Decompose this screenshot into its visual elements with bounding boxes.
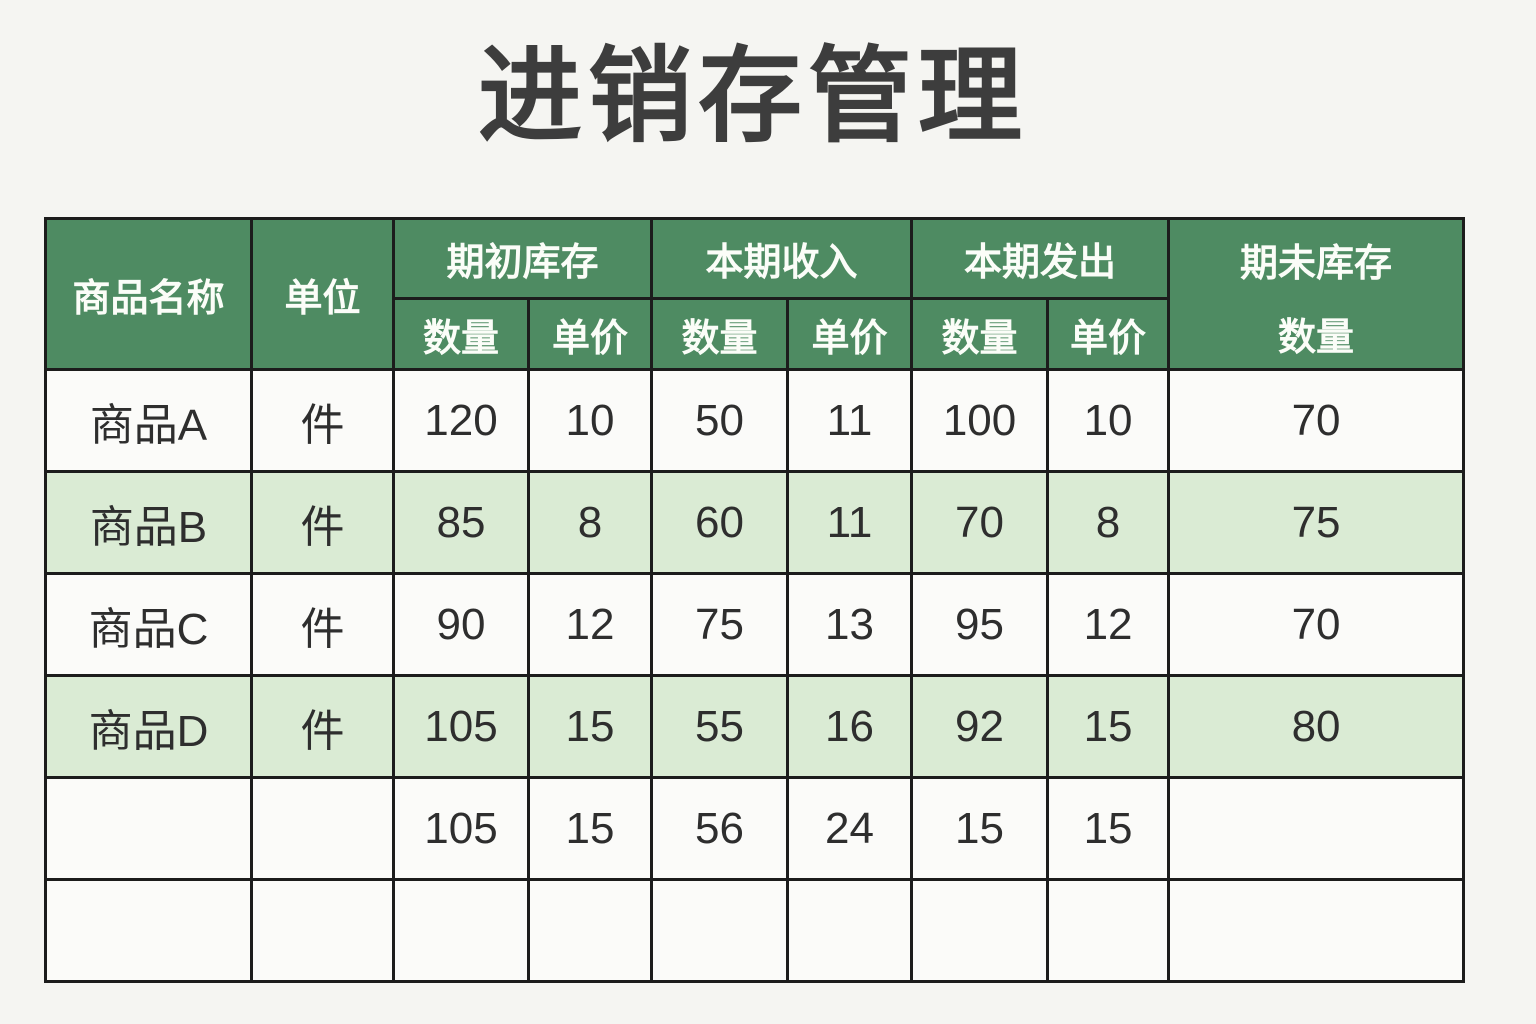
table-row: 105 15 56 24 15 15 — [44, 776, 1466, 881]
table-cell: 12 — [1046, 572, 1171, 677]
table-cell: 15 — [526, 776, 654, 881]
table-cell: 商品A — [44, 368, 253, 473]
table-cell: 商品C — [44, 572, 253, 677]
table-cell — [1046, 878, 1171, 983]
table-cell: 105 — [392, 674, 530, 779]
table-cell: 50 — [650, 368, 790, 473]
header-group-row: 商品名称 单位 期初库存 本期收入 本期发出 期未库存 数量 — [44, 216, 1466, 371]
table-cell: 商品D — [44, 674, 253, 779]
table-cell: 55 — [650, 674, 790, 779]
table-row: 商品B 件 85 8 60 11 70 8 75 — [44, 470, 1466, 575]
header-period-income: 本期收入 — [650, 216, 914, 301]
table-cell: 90 — [392, 572, 530, 677]
table-cell — [250, 878, 395, 983]
table-cell: 15 — [1046, 776, 1171, 881]
header-product-name: 商品名称 — [44, 217, 253, 371]
table-cell: 105 — [392, 776, 530, 881]
table-cell: 件 — [250, 368, 395, 473]
header-income-price: 单价 — [786, 297, 914, 371]
header-beginning-qty: 数量 — [392, 297, 530, 371]
header-beginning-price: 单价 — [526, 297, 654, 371]
table-row: 商品A 件 120 10 50 11 100 10 70 — [44, 368, 1466, 473]
table-cell: 8 — [526, 470, 654, 575]
table-cell — [786, 878, 914, 983]
table-cell: 70 — [1167, 368, 1466, 473]
table-cell: 85 — [392, 470, 530, 575]
table-body: 商品A 件 120 10 50 11 100 10 70 商品B 件 85 8 … — [44, 368, 1466, 983]
table-cell: 75 — [650, 572, 790, 677]
table-cell — [250, 776, 395, 881]
table-cell: 60 — [650, 470, 790, 575]
table-cell — [910, 878, 1050, 983]
header-ending-inventory-label: 期未库存 — [1240, 242, 1393, 285]
header-issued-price: 单价 — [1046, 297, 1171, 371]
table-cell: 92 — [910, 674, 1050, 779]
header-unit: 单位 — [250, 217, 395, 371]
table-cell: 15 — [526, 674, 654, 779]
table-cell: 70 — [1167, 572, 1466, 677]
table-cell: 件 — [250, 572, 395, 677]
header-sub-row: 数量 单价 数量 单价 数量 单价 — [46, 297, 1464, 371]
table-cell: 件 — [250, 674, 395, 779]
table-cell — [392, 878, 530, 983]
table-cell: 11 — [786, 368, 914, 473]
table-cell — [1167, 776, 1466, 881]
table-cell: 10 — [1046, 368, 1171, 473]
header-income-qty: 数量 — [650, 297, 790, 371]
header-beginning-inventory: 期初库存 — [391, 216, 654, 301]
inventory-table: 商品名称 单位 期初库存 本期收入 本期发出 期未库存 数量 数量 单价 数量 … — [44, 216, 1466, 983]
table-cell: 件 — [250, 470, 395, 575]
table-cell: 95 — [910, 572, 1050, 677]
table-header: 商品名称 单位 期初库存 本期收入 本期发出 期未库存 数量 数量 单价 数量 … — [44, 216, 1466, 371]
table-cell: 13 — [786, 572, 914, 677]
table-cell: 80 — [1167, 674, 1466, 779]
table-cell — [44, 878, 253, 983]
table-cell: 75 — [1167, 470, 1466, 575]
table-row: 商品D 件 105 15 55 16 92 15 80 — [44, 674, 1466, 779]
table-cell: 24 — [786, 776, 914, 881]
table-cell: 商品B — [44, 470, 253, 575]
table-cell: 70 — [910, 470, 1050, 575]
header-period-issued: 本期发出 — [910, 216, 1171, 301]
table-cell: 10 — [526, 368, 654, 473]
header-issued-qty: 数量 — [910, 297, 1050, 371]
table-cell: 12 — [526, 572, 654, 677]
table-cell — [1167, 878, 1466, 983]
header-ending-inventory: 期未库存 数量 — [1167, 217, 1466, 371]
table-cell — [526, 878, 654, 983]
table-row — [44, 878, 1466, 983]
table-cell: 56 — [650, 776, 790, 881]
table-cell — [650, 878, 790, 983]
table-cell: 11 — [786, 470, 914, 575]
table-cell: 8 — [1046, 470, 1171, 575]
table-cell: 15 — [1046, 674, 1171, 779]
table-cell: 100 — [910, 368, 1050, 473]
table-cell — [44, 776, 253, 881]
header-ending-inventory-qty: 数量 — [1278, 316, 1355, 359]
page-title: 进销存管理 — [477, 39, 1028, 155]
table-cell: 16 — [786, 674, 914, 779]
table-cell: 15 — [910, 776, 1050, 881]
table-cell: 120 — [392, 368, 530, 473]
table-row: 商品C 件 90 12 75 13 95 12 70 — [44, 572, 1466, 677]
